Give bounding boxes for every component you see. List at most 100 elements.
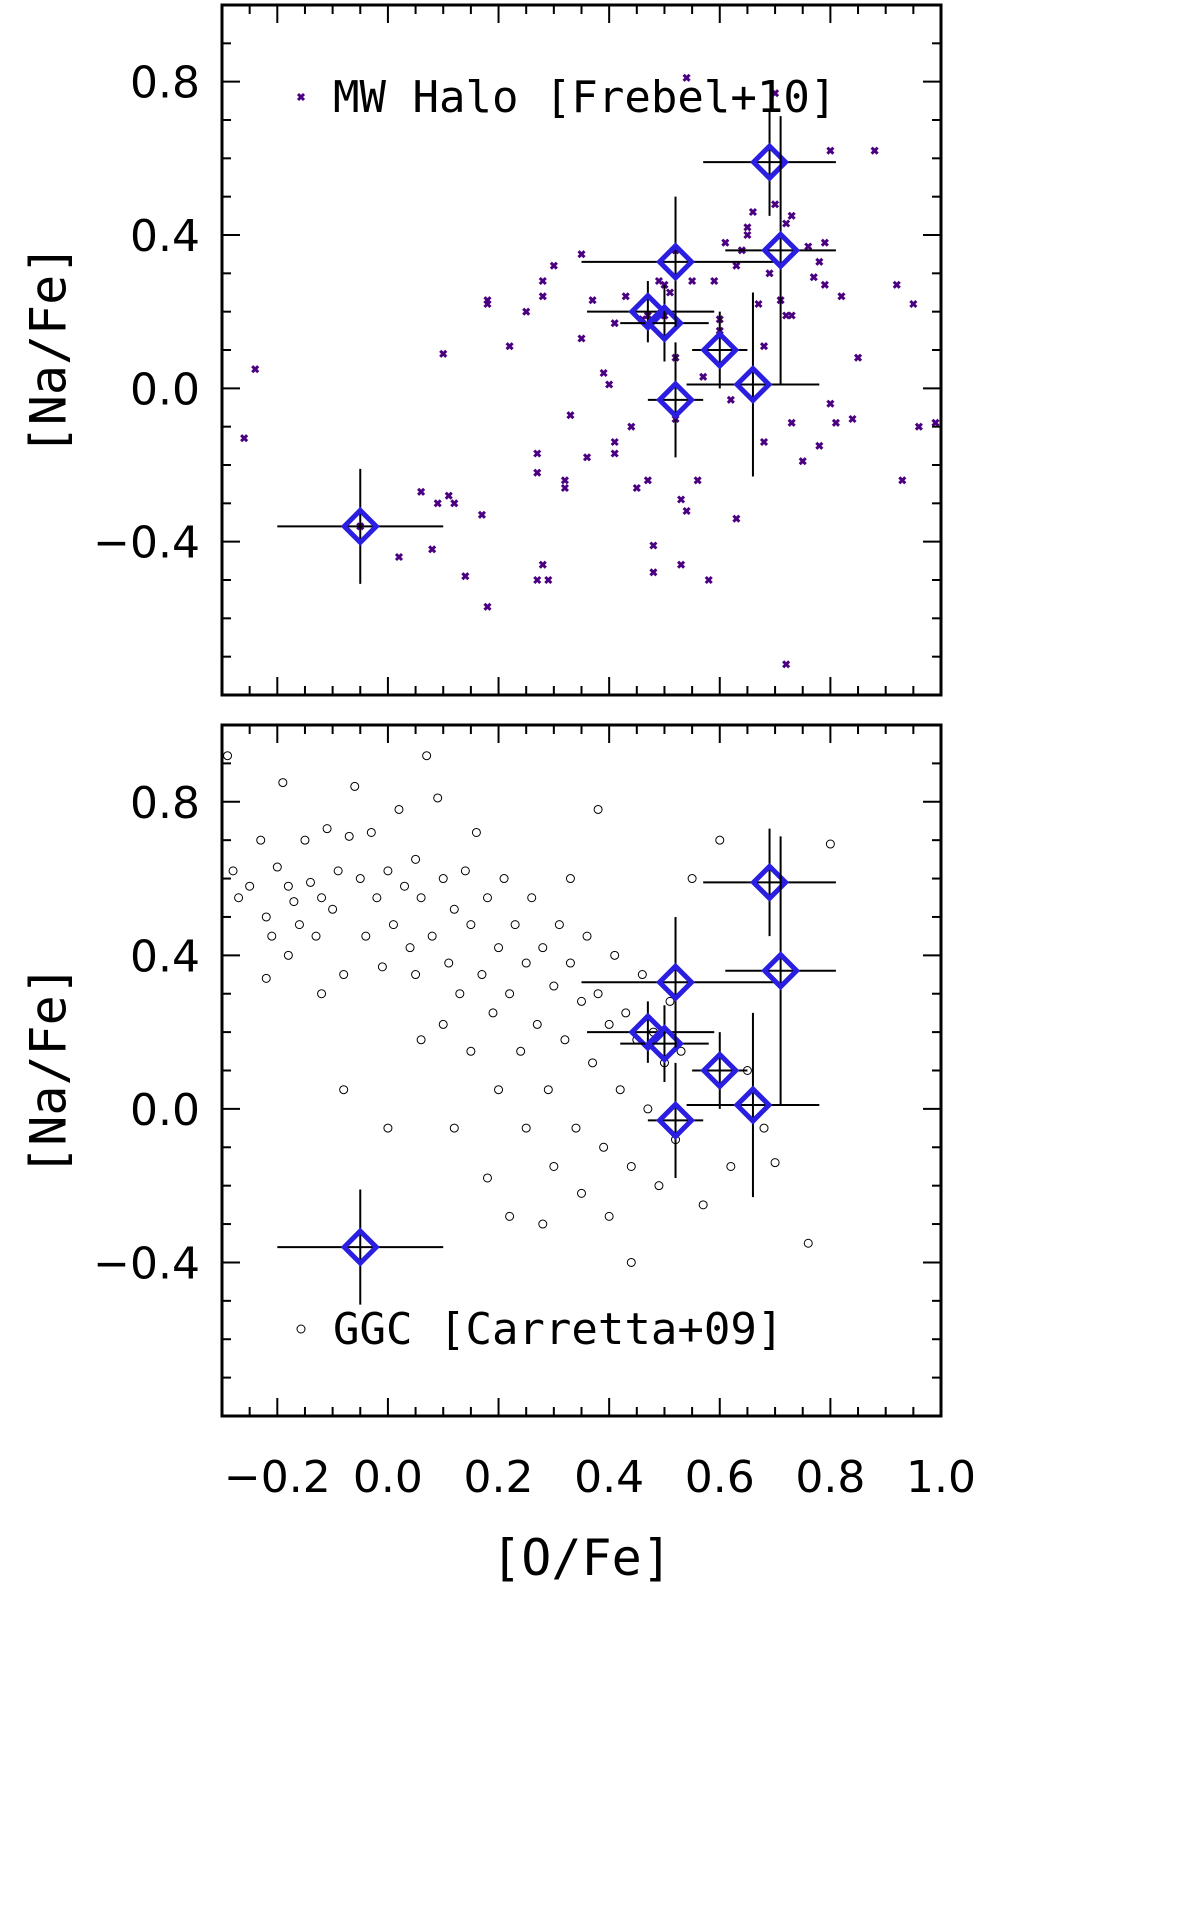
ggc-point	[538, 943, 548, 953]
sample-star-point	[692, 1032, 748, 1109]
sample-star-point	[587, 1001, 715, 1063]
halo-star-point	[693, 476, 702, 485]
halo-star-point	[428, 545, 437, 554]
halo-x-stroke	[610, 449, 619, 458]
halo-star-point	[444, 491, 453, 500]
halo-x-stroke	[544, 575, 553, 585]
halo-star-point	[566, 411, 575, 420]
halo-star-point	[533, 449, 542, 458]
ggc-point	[228, 866, 238, 876]
ggc-point	[377, 962, 387, 972]
halo-star-point	[665, 288, 675, 297]
ggc-point	[416, 1035, 426, 1045]
bottom-legend-text: GGC [Carretta+09]	[333, 1304, 783, 1355]
halo-star-point	[538, 292, 547, 301]
ggc-point	[272, 862, 282, 872]
halo-x-stroke	[771, 200, 780, 209]
halo-x-stroke	[538, 276, 547, 286]
halo-star-point	[643, 476, 652, 485]
ggc-point	[604, 1211, 614, 1221]
ggc-point	[482, 893, 492, 903]
halo-x-stroke	[732, 261, 741, 270]
ggc-point	[339, 1085, 349, 1095]
halo-star-point	[688, 276, 697, 286]
halo-x-stroke	[549, 261, 558, 270]
ggc-point	[438, 874, 448, 884]
ggc-point	[411, 970, 421, 980]
ggc-point	[305, 877, 315, 887]
ggc-point	[466, 920, 476, 930]
sample-diamond-marker	[761, 951, 801, 991]
halo-x-stroke	[732, 514, 741, 523]
halo-x-stroke	[533, 468, 542, 477]
ggc-point	[366, 827, 376, 837]
halo-star-point	[439, 349, 448, 358]
halo-x-stroke	[654, 276, 663, 286]
halo-x-stroke	[538, 292, 547, 301]
halo-x-stroke	[505, 342, 514, 351]
halo-x-stroke	[815, 441, 824, 450]
ggc-point	[471, 827, 481, 837]
halo-x-stroke	[632, 483, 641, 493]
halo-x-stroke	[450, 499, 459, 508]
x-tick-label: 0.4	[574, 1452, 644, 1503]
halo-x-stroke	[898, 476, 907, 485]
ggc-point	[759, 1123, 769, 1133]
halo-star-point	[848, 414, 857, 424]
sample-diamond-marker	[340, 506, 380, 546]
ggc-point	[333, 866, 343, 876]
ggc-point	[577, 1188, 586, 1198]
sample-diamond-marker	[655, 380, 696, 420]
halo-star-point	[649, 568, 658, 577]
halo-x-stroke	[759, 437, 769, 447]
halo-star-point	[743, 223, 752, 232]
ggc-point	[427, 931, 437, 941]
halo-star-point	[251, 365, 260, 374]
ggc-point	[516, 1046, 526, 1056]
ggc-point	[317, 989, 327, 999]
ggc-point	[582, 931, 592, 941]
ggc-point	[538, 1219, 548, 1229]
ggc-point	[803, 1238, 813, 1248]
halo-star-point	[610, 319, 619, 328]
halo-star-point	[627, 422, 636, 431]
halo-x-stroke	[699, 372, 708, 381]
ggc-point	[588, 1058, 598, 1068]
halo-star-point	[544, 575, 553, 585]
halo-star-point	[826, 146, 835, 155]
halo-star-point	[699, 372, 708, 381]
halo-star-point	[621, 292, 630, 301]
halo-x-stroke	[837, 292, 846, 301]
top-plot-frame	[220, 3, 943, 697]
ggc-point	[494, 1085, 504, 1095]
ggc-point	[770, 1158, 780, 1168]
ggc-point	[665, 996, 675, 1006]
halo-x-stroke	[765, 269, 774, 278]
sample-star-point	[277, 468, 444, 584]
halo-star-point	[820, 238, 829, 247]
ggc-point	[283, 881, 293, 891]
bottom-legend-marker	[296, 1324, 306, 1334]
halo-star-point	[909, 299, 918, 309]
halo-x-stroke	[693, 476, 702, 485]
halo-star-point	[632, 483, 641, 493]
halo-x-stroke	[428, 545, 437, 554]
sample-diamond-marker	[733, 1085, 773, 1125]
ggc-point	[505, 1211, 515, 1221]
ggc-point	[532, 1019, 542, 1029]
halo-star-point	[754, 299, 763, 309]
halo-x-stroke	[721, 238, 730, 247]
ggc-point	[549, 981, 559, 991]
halo-x-stroke	[483, 602, 492, 611]
x-tick-label: 0.0	[353, 1452, 423, 1503]
halo-x-stroke	[798, 457, 807, 466]
ggc-point	[400, 881, 410, 891]
halo-star-point	[533, 468, 542, 477]
halo-x-stroke	[804, 242, 813, 251]
halo-x-stroke	[688, 276, 697, 286]
halo-x-stroke	[560, 483, 569, 493]
sample-diamond-marker	[628, 1012, 668, 1052]
halo-star-point	[870, 146, 879, 155]
y-tick-label: 0.8	[130, 778, 200, 829]
halo-x-stroke	[483, 296, 492, 305]
